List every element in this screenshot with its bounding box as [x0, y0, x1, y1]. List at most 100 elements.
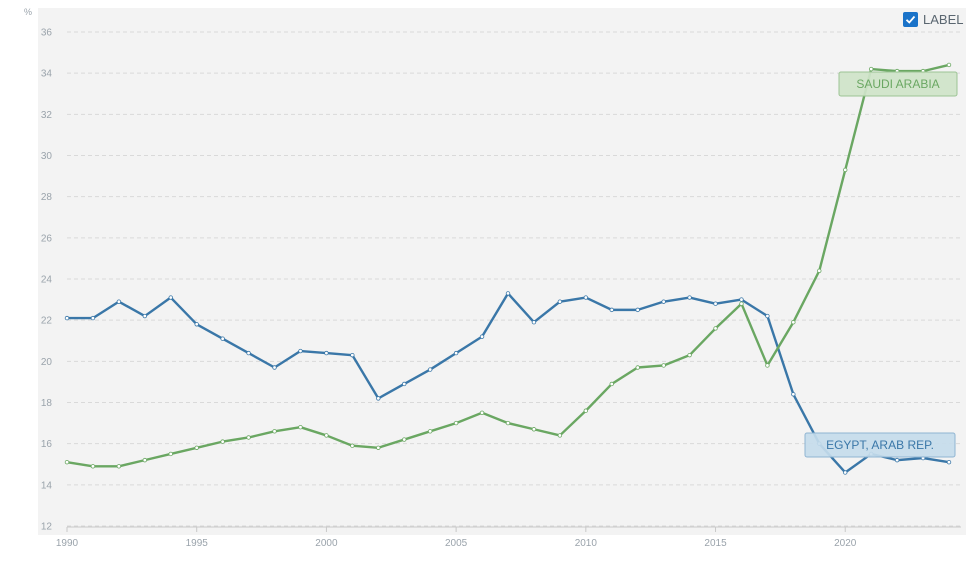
- series-label[interactable]: EGYPT, ARAB REP.: [804, 432, 956, 458]
- data-point: [168, 295, 173, 300]
- series-lines: [64, 62, 952, 475]
- data-point: [661, 363, 666, 368]
- y-axis: 12 14 16 18 20 22 24 26 28 30 32 34 36: [41, 28, 53, 533]
- data-point: [635, 307, 640, 313]
- data-point: [843, 470, 848, 475]
- data-point: [609, 307, 614, 313]
- data-point: [427, 429, 433, 434]
- data-point: [298, 425, 303, 430]
- data-point: [557, 433, 563, 438]
- y-tick-label: 30: [41, 151, 53, 162]
- x-tick-label: 2000: [315, 538, 338, 549]
- data-point: [324, 433, 329, 438]
- data-point: [64, 315, 70, 321]
- series-labels[interactable]: EGYPT, ARAB REP. SAUDI ARABIA: [804, 71, 958, 458]
- series-label-text: SAUDI ARABIA: [856, 77, 939, 91]
- y-tick-label: 34: [41, 69, 53, 80]
- data-point: [713, 326, 718, 331]
- data-point: [479, 410, 485, 415]
- data-point: [557, 299, 563, 304]
- x-tick-label: 1990: [56, 538, 79, 549]
- data-point: [609, 381, 614, 387]
- series-label[interactable]: SAUDI ARABIA: [838, 71, 958, 97]
- data-point: [739, 297, 744, 302]
- data-point: [946, 62, 952, 68]
- data-point: [64, 459, 70, 465]
- data-point: [220, 439, 225, 444]
- data-point: [661, 299, 666, 304]
- x-axis: 1990 1995 2000 2005 2010 2015 2020: [56, 526, 961, 549]
- data-point: [272, 429, 277, 434]
- data-point: [324, 350, 329, 356]
- series-saudi-arabia: [64, 62, 952, 469]
- data-point: [453, 350, 459, 356]
- data-point: [505, 420, 511, 426]
- data-point: [635, 365, 640, 370]
- y-tick-label: 12: [41, 522, 53, 533]
- data-point: [739, 301, 744, 306]
- data-point: [868, 66, 874, 72]
- data-point: [765, 313, 770, 319]
- data-point: [453, 420, 459, 426]
- data-point: [531, 427, 537, 432]
- data-point: [194, 322, 199, 327]
- data-point: [505, 291, 511, 296]
- data-point: [402, 381, 407, 387]
- data-point: [142, 313, 148, 319]
- series-label-text: EGYPT, ARAB REP.: [826, 438, 934, 452]
- data-point: [427, 367, 433, 372]
- x-tick-label: 2020: [834, 538, 857, 549]
- data-point: [687, 352, 692, 358]
- data-point: [791, 392, 796, 397]
- data-point: [817, 268, 822, 273]
- data-point: [90, 315, 96, 321]
- y-tick-label: 28: [41, 192, 53, 203]
- data-point: [843, 167, 848, 173]
- data-point: [246, 435, 251, 440]
- data-point: [376, 445, 381, 450]
- data-point: [583, 408, 589, 413]
- data-point: [90, 464, 96, 469]
- data-point: [298, 348, 303, 354]
- data-point: [583, 295, 589, 300]
- data-point: [791, 320, 796, 325]
- data-point: [116, 464, 122, 469]
- y-tick-label: 18: [41, 398, 53, 409]
- data-point: [272, 365, 277, 370]
- y-axis-unit-label: %: [24, 7, 32, 17]
- data-point: [894, 457, 900, 463]
- data-point: [479, 334, 485, 339]
- data-point: [687, 295, 692, 300]
- y-tick-label: 24: [41, 275, 53, 286]
- data-point: [116, 299, 122, 304]
- data-point: [946, 459, 952, 465]
- y-tick-label: 22: [41, 316, 53, 327]
- data-point: [194, 445, 199, 450]
- x-tick-label: 1995: [186, 538, 209, 549]
- data-point: [765, 363, 770, 368]
- y-tick-label: 26: [41, 233, 53, 244]
- data-point: [168, 451, 173, 457]
- data-point: [142, 457, 148, 463]
- label-toggle-checkbox[interactable]: LABEL: [903, 12, 963, 27]
- series-label-box: [804, 432, 956, 458]
- data-point: [376, 396, 381, 401]
- y-tick-label: 16: [41, 439, 53, 450]
- data-point: [350, 443, 355, 448]
- y-tick-label: 14: [41, 480, 53, 491]
- y-tick-label: 36: [41, 28, 53, 39]
- checkmark-icon[interactable]: [903, 12, 918, 27]
- data-point: [220, 336, 225, 341]
- x-tick-label: 2015: [704, 538, 727, 549]
- data-point: [246, 350, 251, 356]
- x-tick-label: 2005: [445, 538, 468, 549]
- data-point: [531, 320, 537, 325]
- data-point: [350, 352, 355, 358]
- series-label-box: [838, 71, 958, 97]
- y-tick-label: 20: [41, 357, 53, 368]
- x-tick-label: 2010: [575, 538, 598, 549]
- data-point: [713, 301, 718, 306]
- label-toggle-text: LABEL: [923, 12, 964, 27]
- y-tick-label: 32: [41, 110, 53, 121]
